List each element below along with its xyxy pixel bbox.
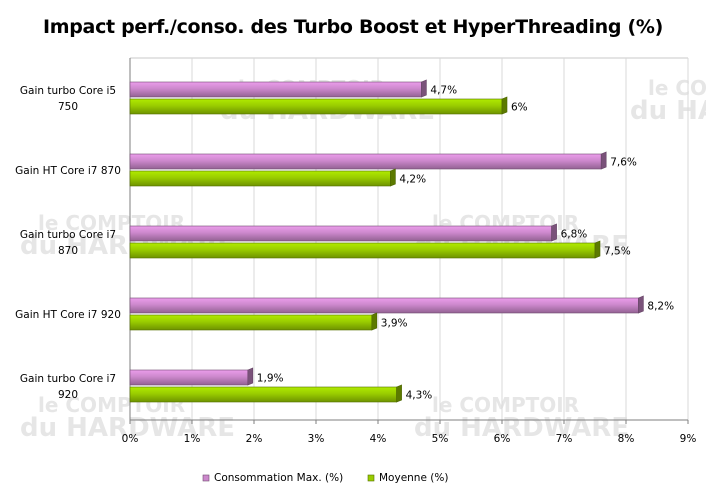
data-label: 3,9%	[381, 318, 408, 330]
bar-end-face	[501, 96, 508, 115]
bar-end-face	[421, 79, 427, 98]
labels: Gain turbo Core i5 750 Gain HT Core i7 870…	[15, 85, 674, 402]
category-label: Gain turbo Core i5 750	[20, 85, 116, 113]
legend-label: Moyenne (%)	[379, 472, 448, 484]
legend-swatch	[202, 474, 210, 482]
bar-end-face	[371, 312, 378, 331]
data-label: 7,5%	[604, 246, 631, 258]
data-label: 4,7%	[430, 85, 457, 97]
bar	[129, 369, 249, 386]
x-tick-label: 7%	[556, 433, 573, 445]
data-label: 6,8%	[561, 229, 588, 241]
category-label: Gain turbo Core i7 870	[20, 229, 116, 257]
data-label: 4,3%	[406, 390, 433, 402]
bar	[129, 98, 503, 115]
x-tick-label: 5%	[432, 433, 449, 445]
bars	[129, 79, 644, 403]
data-label: 1,9%	[257, 373, 284, 385]
category-label: Gain HT Core i7 920	[15, 309, 121, 321]
x-tick-label: 6%	[494, 433, 511, 445]
x-tick-label: 9%	[680, 433, 697, 445]
x-tick-label: 2%	[246, 433, 263, 445]
x-tick-label: 4%	[370, 433, 387, 445]
legend-label: Consommation Max. (%)	[214, 472, 343, 484]
watermark-text: le COMPTOIR	[432, 393, 579, 417]
bar-end-face	[638, 295, 644, 314]
category-label-line: 750	[58, 101, 78, 113]
data-label: 6%	[511, 102, 528, 114]
category-label-line: Gain turbo Core i7	[20, 373, 116, 385]
watermark-text: du HARDWARE	[20, 413, 235, 443]
watermark-text: du HARDWARE	[630, 96, 706, 126]
bar-end-face	[551, 223, 557, 242]
data-label: 4,2%	[399, 174, 426, 186]
x-tick-label: 1%	[184, 433, 201, 445]
data-label: 7,6%	[610, 157, 637, 169]
category-label-line: Gain turbo Core i5	[20, 85, 116, 97]
legend: Consommation Max. (%) Moyenne (%)	[202, 472, 448, 484]
category-label-line: Gain HT Core i7 870	[15, 165, 121, 177]
bar-end-face	[247, 367, 254, 386]
bar	[129, 225, 552, 242]
bar-end-face	[600, 151, 607, 170]
watermark-text: le COMPTOIR	[648, 76, 706, 100]
bar-end-face	[594, 240, 601, 259]
watermark-text: du HARDWARE	[414, 413, 629, 443]
bar-end-face	[390, 168, 396, 187]
category-label-line: 870	[58, 245, 78, 257]
bar	[129, 170, 391, 187]
category-label-line: Gain turbo Core i7	[20, 229, 116, 241]
x-tick-label: 3%	[308, 433, 325, 445]
category-label-line: Gain HT Core i7 920	[15, 309, 121, 321]
data-label: 8,2%	[647, 301, 674, 313]
category-label: Gain turbo Core i7 920	[20, 373, 116, 401]
x-tick-label: 0%	[122, 433, 139, 445]
bar	[129, 81, 422, 98]
legend-swatch	[367, 474, 375, 482]
bar-end-face	[396, 384, 402, 403]
bar	[129, 297, 639, 314]
category-label-line: 920	[58, 389, 78, 401]
x-tick-label: 8%	[618, 433, 635, 445]
chart-title: Impact perf./conso. des Turbo Boost et H…	[42, 16, 664, 38]
gridlines: 0% 1% 2% 3% 4% 5% 6% 7% 8% 9%	[122, 57, 697, 445]
bar	[129, 242, 596, 259]
bar	[129, 153, 602, 170]
bar	[129, 314, 373, 331]
bar	[129, 386, 397, 403]
category-label: Gain HT Core i7 870	[15, 165, 121, 177]
